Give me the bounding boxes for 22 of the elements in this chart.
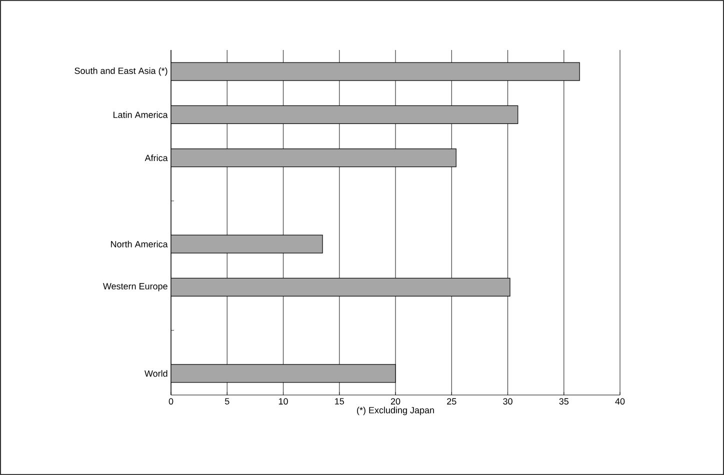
x-tick-label: 20 bbox=[390, 398, 400, 405]
bar bbox=[171, 278, 510, 296]
x-tick-label: 35 bbox=[559, 398, 569, 405]
bar bbox=[171, 105, 518, 124]
bar bbox=[171, 234, 323, 254]
x-tick-label: 0 bbox=[168, 398, 174, 405]
bar bbox=[171, 148, 456, 168]
y-tick-label: North America bbox=[111, 240, 168, 248]
y-tick-label: World bbox=[144, 370, 168, 377]
bar bbox=[171, 364, 396, 383]
x-tick-label: 25 bbox=[447, 398, 456, 405]
x-tick-label: 5 bbox=[224, 398, 230, 404]
y-tick-label: Latin America bbox=[114, 111, 168, 118]
x-axis-title: (*) Excluding Japan bbox=[357, 406, 434, 416]
x-tick-label: 40 bbox=[615, 398, 625, 405]
bar bbox=[171, 62, 580, 81]
x-tick-label: 30 bbox=[503, 398, 512, 405]
x-tick-label: 10 bbox=[278, 398, 288, 405]
y-tick-label: Africa bbox=[144, 154, 168, 162]
y-tick-label: Western Europe bbox=[102, 283, 168, 292]
x-tick-label: 15 bbox=[335, 398, 344, 404]
y-tick-label: South and East Asia (*) bbox=[74, 67, 168, 76]
